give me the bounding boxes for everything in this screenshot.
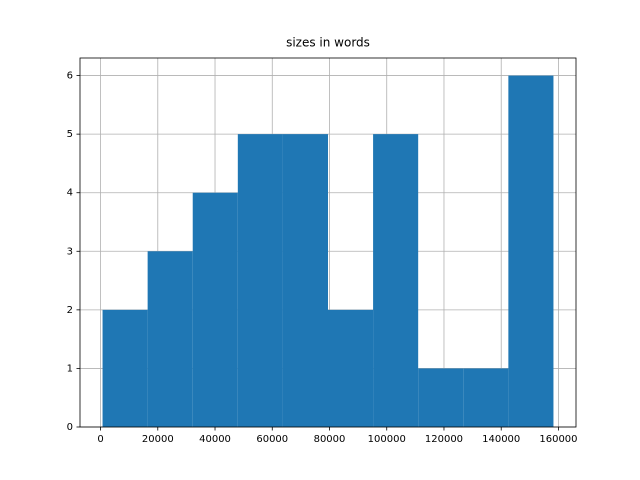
y-tick-label: 0	[67, 422, 73, 433]
chart-title: sizes in words	[286, 36, 370, 50]
x-tick-label: 0	[97, 434, 103, 445]
bar	[463, 368, 509, 427]
bar	[192, 192, 238, 427]
bar	[102, 309, 148, 427]
y-tick-label: 6	[67, 71, 73, 82]
x-tick-label: 160000	[539, 434, 577, 445]
y-tick-label: 1	[67, 363, 73, 374]
bar	[147, 251, 193, 427]
bar	[373, 134, 419, 427]
bar	[418, 368, 464, 427]
x-tick-label: 20000	[142, 434, 174, 445]
x-tick-label: 120000	[425, 434, 463, 445]
bar	[237, 134, 283, 427]
axes-frame	[79, 57, 577, 428]
x-tick-label: 60000	[256, 434, 288, 445]
y-tick-label: 2	[67, 305, 73, 316]
y-tick-label: 5	[67, 129, 73, 140]
x-tick-label: 100000	[368, 434, 406, 445]
x-tick-label: 80000	[314, 434, 346, 445]
bar	[508, 75, 554, 428]
y-tick-label: 4	[67, 188, 73, 199]
bar	[328, 309, 374, 427]
x-tick-label: 140000	[482, 434, 520, 445]
x-tick-label: 40000	[199, 434, 231, 445]
y-tick-label: 3	[67, 246, 73, 257]
bars	[102, 75, 554, 428]
bar	[282, 134, 328, 427]
